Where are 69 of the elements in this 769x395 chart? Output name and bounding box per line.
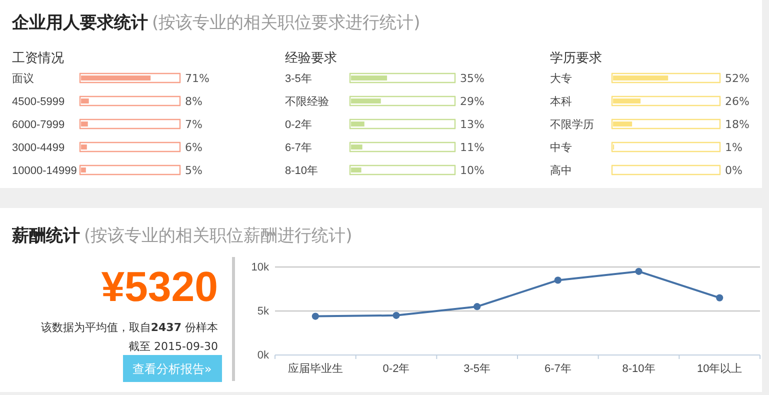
data-label: 29% bbox=[460, 95, 484, 108]
data-label: 6% bbox=[185, 141, 202, 154]
data-label: 52% bbox=[725, 72, 750, 85]
category-label: 不限经验 bbox=[285, 96, 329, 108]
bar bbox=[351, 98, 381, 104]
category-label: 中专 bbox=[550, 142, 572, 154]
bar bbox=[81, 98, 89, 104]
category-label: 3000-4499 bbox=[12, 142, 65, 154]
x-tick-label: 6-7年 bbox=[544, 362, 572, 375]
text: 企业用人要求统计 bbox=[11, 13, 148, 33]
x-tick-label: 3-5年 bbox=[464, 362, 491, 375]
text: 查看分析报告» bbox=[132, 362, 212, 376]
category-label: 大专 bbox=[550, 73, 572, 85]
data-label: 13% bbox=[460, 118, 484, 131]
x-tick-label: 0-2年 bbox=[382, 362, 410, 375]
chart-title: 学历要求 bbox=[550, 51, 602, 66]
category-label: 本科 bbox=[550, 96, 572, 108]
text: ¥5320 bbox=[101, 263, 218, 310]
data-label: 18% bbox=[725, 118, 750, 131]
text: 薪酬统计 bbox=[11, 226, 80, 246]
category-label: 不限学历 bbox=[550, 119, 594, 131]
data-label: 26% bbox=[725, 95, 750, 108]
x-tick-label: 应届毕业生 bbox=[288, 362, 343, 375]
data-label: 7% bbox=[185, 118, 202, 131]
bar bbox=[351, 76, 388, 80]
data-label: 1% bbox=[725, 141, 742, 154]
data-label: 71% bbox=[185, 72, 210, 85]
data-label: 5% bbox=[185, 164, 202, 177]
x-tick-label: 10年以上 bbox=[696, 362, 742, 375]
category-label: 面议 bbox=[12, 73, 34, 85]
point bbox=[392, 312, 400, 319]
data-label: 11% bbox=[460, 141, 484, 154]
data-label: 0% bbox=[725, 164, 742, 177]
bar bbox=[81, 122, 88, 126]
x-tick-label: 8-10年 bbox=[622, 362, 656, 375]
text: 该数据为平均值，取自2437 份样本 bbox=[40, 321, 218, 334]
category-label: 10000-14999 bbox=[12, 165, 77, 177]
category-label: 6-7年 bbox=[285, 142, 312, 154]
bar bbox=[613, 122, 632, 126]
text: 截至 2015-09-30 bbox=[128, 340, 218, 353]
bar bbox=[81, 168, 86, 172]
bar bbox=[613, 98, 641, 104]
y-tick-label: 5k bbox=[257, 306, 270, 318]
text: (按该专业的相关职位要求进行统计) bbox=[152, 13, 420, 33]
category-label: 3-5年 bbox=[285, 73, 312, 85]
text: (按该专业的相关职位薪酬进行统计) bbox=[84, 226, 352, 246]
bar bbox=[613, 76, 668, 80]
point bbox=[312, 312, 319, 320]
y-tick-label: 10k bbox=[251, 262, 270, 274]
chart-title: 经验要求 bbox=[285, 51, 337, 66]
bar bbox=[351, 168, 362, 172]
point bbox=[635, 268, 642, 275]
category-label: 高中 bbox=[550, 165, 572, 177]
data-label: 35% bbox=[460, 72, 484, 85]
point bbox=[474, 303, 481, 310]
category-label: 0-2年 bbox=[285, 119, 312, 131]
category-label: 6000-7999 bbox=[12, 119, 65, 131]
data-label: 10% bbox=[460, 164, 484, 177]
chart-title: 工资情况 bbox=[12, 51, 64, 66]
bar bbox=[81, 144, 87, 150]
y-tick-label: 0k bbox=[257, 350, 270, 362]
category-label: 4500-5999 bbox=[12, 96, 65, 108]
category-label: 8-10年 bbox=[285, 165, 318, 177]
point bbox=[716, 294, 724, 302]
bar bbox=[351, 122, 364, 126]
bar bbox=[351, 144, 362, 150]
point bbox=[554, 276, 562, 284]
data-label: 8% bbox=[185, 95, 202, 108]
bar bbox=[81, 76, 151, 80]
